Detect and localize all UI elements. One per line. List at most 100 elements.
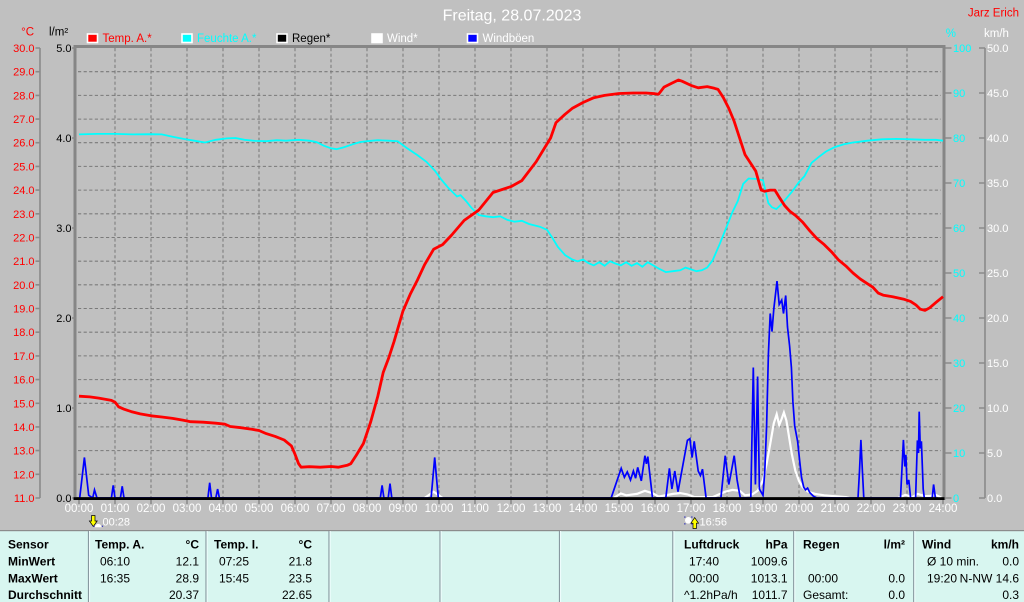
- svg-text:Sensor: Sensor: [8, 538, 49, 552]
- svg-text:15.0: 15.0: [13, 398, 34, 410]
- svg-text:00:00: 00:00: [689, 572, 719, 586]
- svg-text:10:00: 10:00: [425, 503, 454, 515]
- svg-text:30.0: 30.0: [987, 223, 1008, 235]
- svg-text:°C: °C: [299, 538, 313, 552]
- svg-text:l/m²: l/m²: [884, 538, 905, 552]
- svg-text:90: 90: [953, 88, 965, 100]
- svg-text:23:00: 23:00: [893, 503, 922, 515]
- svg-text:09:00: 09:00: [389, 503, 418, 515]
- svg-text:10: 10: [953, 448, 965, 460]
- svg-text:Freitag, 28.07.2023: Freitag, 28.07.2023: [443, 8, 582, 25]
- svg-text:23.5: 23.5: [289, 572, 313, 586]
- svg-text:22:00: 22:00: [857, 503, 886, 515]
- svg-text:70: 70: [953, 178, 965, 190]
- svg-text:4.0: 4.0: [56, 133, 71, 145]
- svg-text:Durchschnitt: Durchschnitt: [8, 588, 82, 602]
- svg-text:^1.2hPa/h: ^1.2hPa/h: [684, 588, 738, 602]
- svg-text:28.0: 28.0: [13, 90, 34, 102]
- svg-text:Ø 10 min.: Ø 10 min.: [927, 555, 979, 569]
- svg-text:14.0: 14.0: [13, 422, 34, 434]
- svg-text:hPa: hPa: [765, 538, 787, 552]
- svg-text:21.8: 21.8: [289, 555, 313, 569]
- svg-text:100: 100: [953, 43, 971, 55]
- svg-text:Luftdruck: Luftdruck: [684, 538, 740, 552]
- svg-text:0.0: 0.0: [987, 493, 1002, 505]
- svg-text:19:00: 19:00: [749, 503, 778, 515]
- svg-text:l/m²: l/m²: [49, 27, 68, 39]
- svg-text:Gesamt:: Gesamt:: [803, 588, 848, 602]
- svg-text:00:00: 00:00: [65, 503, 94, 515]
- svg-text:13:00: 13:00: [533, 503, 562, 515]
- svg-text:01:00: 01:00: [101, 503, 130, 515]
- svg-text:16:00: 16:00: [641, 503, 670, 515]
- svg-text:19:20: 19:20: [927, 572, 957, 586]
- svg-text:1009.6: 1009.6: [751, 555, 788, 569]
- svg-text:Wind: Wind: [922, 538, 951, 552]
- svg-text:Windböen: Windböen: [483, 33, 535, 45]
- svg-text:24.0: 24.0: [13, 185, 34, 197]
- svg-text:05:00: 05:00: [245, 503, 274, 515]
- svg-text:5.0: 5.0: [56, 43, 71, 55]
- svg-text:50: 50: [953, 268, 965, 280]
- svg-text:°C: °C: [21, 27, 34, 39]
- svg-text:Feuchte A.*: Feuchte A.*: [197, 33, 257, 45]
- svg-text:1013.1: 1013.1: [751, 572, 788, 586]
- svg-text:06:00: 06:00: [281, 503, 310, 515]
- svg-text:80: 80: [953, 133, 965, 145]
- svg-text:N-NW 14.6: N-NW 14.6: [960, 572, 1020, 586]
- svg-text:18:00: 18:00: [713, 503, 742, 515]
- svg-text:22.65: 22.65: [282, 588, 312, 602]
- svg-text:12.0: 12.0: [13, 469, 34, 481]
- svg-text:0: 0: [953, 493, 959, 505]
- svg-text:17.0: 17.0: [13, 351, 34, 363]
- svg-text:Temp. A.*: Temp. A.*: [103, 33, 153, 45]
- svg-text:MaxWert: MaxWert: [8, 572, 58, 586]
- svg-text:Regen: Regen: [803, 538, 840, 552]
- svg-text:12:00: 12:00: [497, 503, 526, 515]
- svg-text:1.0: 1.0: [56, 403, 71, 415]
- svg-text:00:00: 00:00: [808, 572, 838, 586]
- svg-text:MinWert: MinWert: [8, 555, 55, 569]
- svg-text:20.37: 20.37: [169, 588, 199, 602]
- svg-text:0.0: 0.0: [1002, 555, 1019, 569]
- svg-text:16:56: 16:56: [700, 517, 728, 529]
- svg-text:02:00: 02:00: [137, 503, 166, 515]
- svg-text:17:00: 17:00: [677, 503, 706, 515]
- svg-text:11.0: 11.0: [14, 493, 35, 505]
- svg-text:25.0: 25.0: [987, 268, 1008, 280]
- svg-text:Jarz Erich: Jarz Erich: [968, 8, 1019, 20]
- svg-text:27.0: 27.0: [13, 114, 34, 126]
- svg-text:18.0: 18.0: [13, 327, 34, 339]
- svg-text:50.0: 50.0: [987, 43, 1008, 55]
- svg-text:5.0: 5.0: [987, 448, 1002, 460]
- svg-text:24:00: 24:00: [929, 503, 958, 515]
- svg-text:Temp. A.: Temp. A.: [95, 538, 144, 552]
- svg-text:Temp. I.: Temp. I.: [214, 538, 258, 552]
- svg-text:07:25: 07:25: [219, 555, 249, 569]
- svg-text:28.9: 28.9: [176, 572, 200, 586]
- svg-text:30: 30: [953, 358, 965, 370]
- svg-text:21:00: 21:00: [821, 503, 850, 515]
- svg-text:07:00: 07:00: [317, 503, 346, 515]
- svg-text:15:45: 15:45: [219, 572, 249, 586]
- svg-text:00:28: 00:28: [103, 517, 131, 529]
- svg-text:%: %: [946, 28, 956, 40]
- svg-text:04:00: 04:00: [209, 503, 238, 515]
- svg-text:2.0: 2.0: [56, 313, 71, 325]
- svg-text:30.0: 30.0: [13, 43, 34, 55]
- svg-text:16:35: 16:35: [100, 572, 130, 586]
- svg-text:22.0: 22.0: [13, 233, 34, 245]
- svg-text:0.0: 0.0: [888, 588, 905, 602]
- svg-text:16.0: 16.0: [13, 375, 34, 387]
- svg-text:0.3: 0.3: [1002, 588, 1019, 602]
- svg-text:15.0: 15.0: [987, 358, 1008, 370]
- svg-text:29.0: 29.0: [13, 67, 34, 79]
- svg-text:km/h: km/h: [984, 28, 1009, 40]
- svg-text:25.0: 25.0: [13, 161, 34, 173]
- svg-text:Wind*: Wind*: [387, 33, 418, 45]
- svg-text:0.0: 0.0: [888, 572, 905, 586]
- svg-text:km/h: km/h: [991, 538, 1019, 552]
- svg-text:1011.7: 1011.7: [752, 588, 788, 602]
- svg-text:15:00: 15:00: [605, 503, 634, 515]
- svg-text:3.0: 3.0: [56, 223, 71, 235]
